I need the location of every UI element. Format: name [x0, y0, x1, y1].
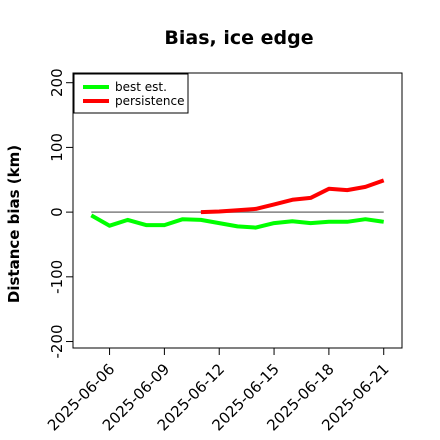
y-tick-label: 200 — [48, 68, 66, 97]
y-tick-label: 0 — [48, 207, 66, 217]
y-tick-label: 100 — [48, 133, 66, 162]
y-tick-label: -200 — [48, 325, 66, 359]
series-line-persistence — [200, 178, 385, 215]
legend-label-best-est: best est. — [115, 80, 167, 94]
y-tick-label: -100 — [48, 260, 66, 294]
chart-marks: -200-10001002002025-06-062025-06-092025-… — [44, 68, 393, 434]
series-line-best-est — [90, 213, 384, 230]
legend: best est. persistence — [73, 73, 189, 114]
legend-label-persistence: persistence — [115, 94, 184, 108]
legend-box — [73, 73, 189, 114]
chart-title: Bias, ice edge — [164, 27, 313, 49]
y-axis-label: Distance bias (km) — [5, 145, 23, 303]
plot-frame — [72, 72, 403, 349]
